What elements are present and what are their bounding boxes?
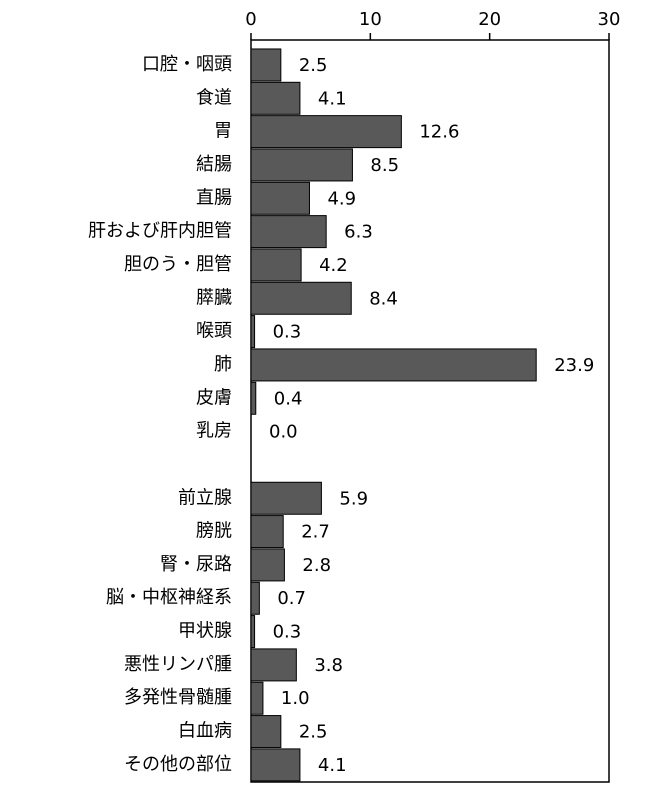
value-label: 6.3 <box>344 222 373 243</box>
bar <box>250 115 402 149</box>
bar <box>250 148 353 182</box>
value-label: 0.3 <box>273 622 302 643</box>
y-tick-label: 前立腺 <box>178 487 232 508</box>
y-tick-label: 喉頭 <box>196 321 232 342</box>
bar <box>250 481 322 515</box>
value-label: 0.7 <box>277 588 306 609</box>
value-label: 1.0 <box>281 688 310 709</box>
value-label: 8.5 <box>370 155 399 176</box>
bar <box>250 48 282 82</box>
bar <box>250 181 310 215</box>
value-label: 2.5 <box>299 722 328 743</box>
y-tick-label: 食道 <box>196 87 232 108</box>
value-label: 2.5 <box>299 55 328 76</box>
y-tick-label: 甲状腺 <box>178 621 232 642</box>
bar <box>250 648 297 682</box>
value-label: 4.1 <box>318 755 347 776</box>
value-label: 0.4 <box>274 388 303 409</box>
y-tick-label: 口腔・咽頭 <box>142 54 232 75</box>
x-tick-label: 10 <box>359 9 382 30</box>
bar <box>250 248 302 282</box>
y-tick-label: 脳・中枢神経系 <box>106 587 232 608</box>
x-tick-label: 30 <box>598 9 621 30</box>
y-tick-label: 膀胱 <box>196 521 232 542</box>
y-tick-label: 白血病 <box>178 721 232 742</box>
value-label: 4.1 <box>318 88 347 109</box>
value-label: 4.2 <box>319 255 348 276</box>
y-tick-label: 結腸 <box>196 154 232 175</box>
bar <box>250 81 301 115</box>
value-label: 5.9 <box>339 488 368 509</box>
y-tick-label: 胆のう・胆管 <box>124 254 232 275</box>
value-label: 3.8 <box>314 655 343 676</box>
bar <box>250 681 264 715</box>
bar <box>250 381 257 415</box>
y-tick-label: 多発性骨髄腫 <box>124 687 232 708</box>
bar <box>250 715 282 749</box>
bar <box>250 315 256 349</box>
y-tick-label: 肺 <box>214 354 232 375</box>
value-label: 0.0 <box>269 422 298 443</box>
x-tick-label: 20 <box>478 9 501 30</box>
bar <box>250 581 260 615</box>
y-tick-label: 膵臓 <box>196 287 232 308</box>
value-label: 4.9 <box>327 188 356 209</box>
y-tick-label: 皮膚 <box>196 387 232 408</box>
value-label: 2.7 <box>301 522 330 543</box>
value-label: 2.8 <box>302 555 331 576</box>
y-tick-label: 肝および肝内胆管 <box>88 221 232 242</box>
y-tick-label: 腎・尿路 <box>160 554 232 575</box>
x-tick-label: 0 <box>245 9 256 30</box>
bar <box>250 215 327 249</box>
y-tick-label: 直腸 <box>196 187 232 208</box>
value-label: 8.4 <box>369 288 398 309</box>
value-label: 12.6 <box>419 122 459 143</box>
value-label: 0.3 <box>273 322 302 343</box>
value-label: 23.9 <box>554 355 594 376</box>
y-tick-label: その他の部位 <box>124 754 232 775</box>
bar <box>250 515 284 549</box>
bar <box>250 748 301 782</box>
y-tick-label: 乳房 <box>196 421 232 442</box>
y-tick-label: 胃 <box>214 121 232 142</box>
bar <box>250 281 352 315</box>
y-tick-label: 悪性リンパ腫 <box>124 654 232 675</box>
bar <box>250 615 256 649</box>
bar <box>250 348 537 382</box>
bar <box>250 548 285 582</box>
